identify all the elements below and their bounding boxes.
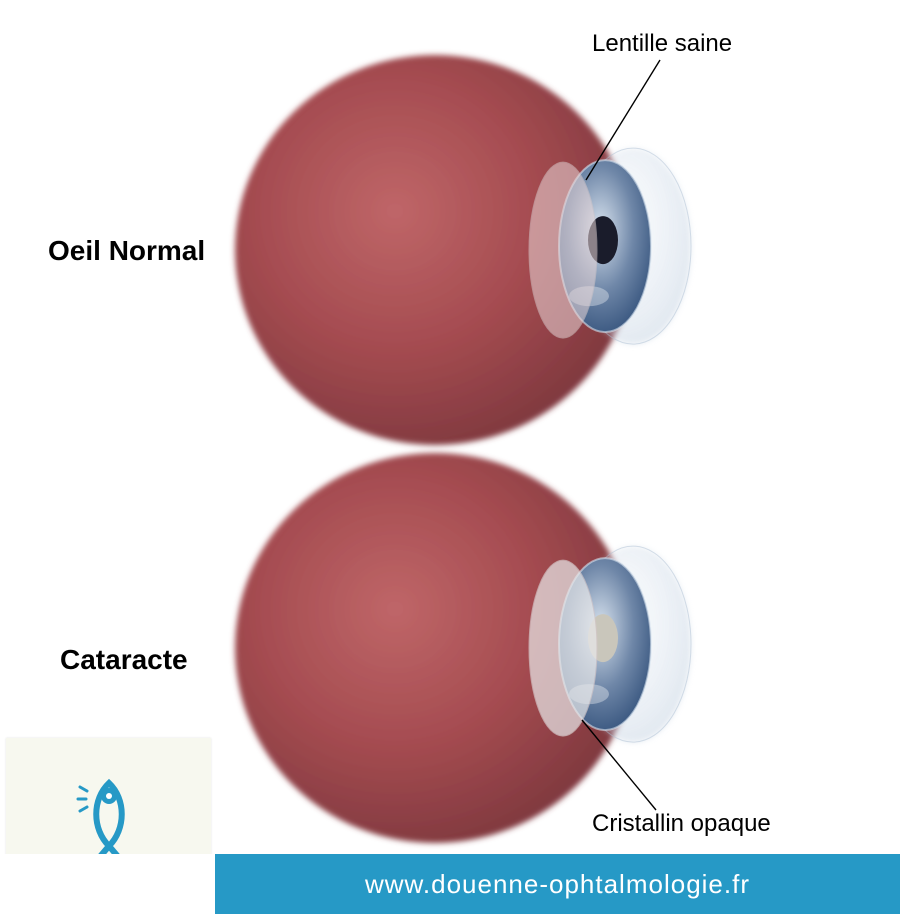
callout-opaque-lens: Cristallin opaque	[592, 810, 771, 838]
eye-normal	[235, 55, 691, 445]
logo-icon	[74, 771, 144, 861]
banner-logo-slot	[0, 854, 215, 914]
label-normal-eye: Oeil Normal	[48, 235, 205, 267]
banner-url[interactable]: www.douenne-ophtalmologie.fr	[215, 854, 900, 914]
callout-healthy-lens: Lentille saine	[592, 30, 732, 58]
label-cataract-eye: Cataracte	[60, 644, 188, 676]
eye-cataract	[235, 453, 691, 843]
bottom-banner: www.douenne-ophtalmologie.fr	[0, 854, 900, 914]
diagram-canvas: Oeil Normal Cataracte Lentille saine Cri…	[0, 0, 900, 914]
